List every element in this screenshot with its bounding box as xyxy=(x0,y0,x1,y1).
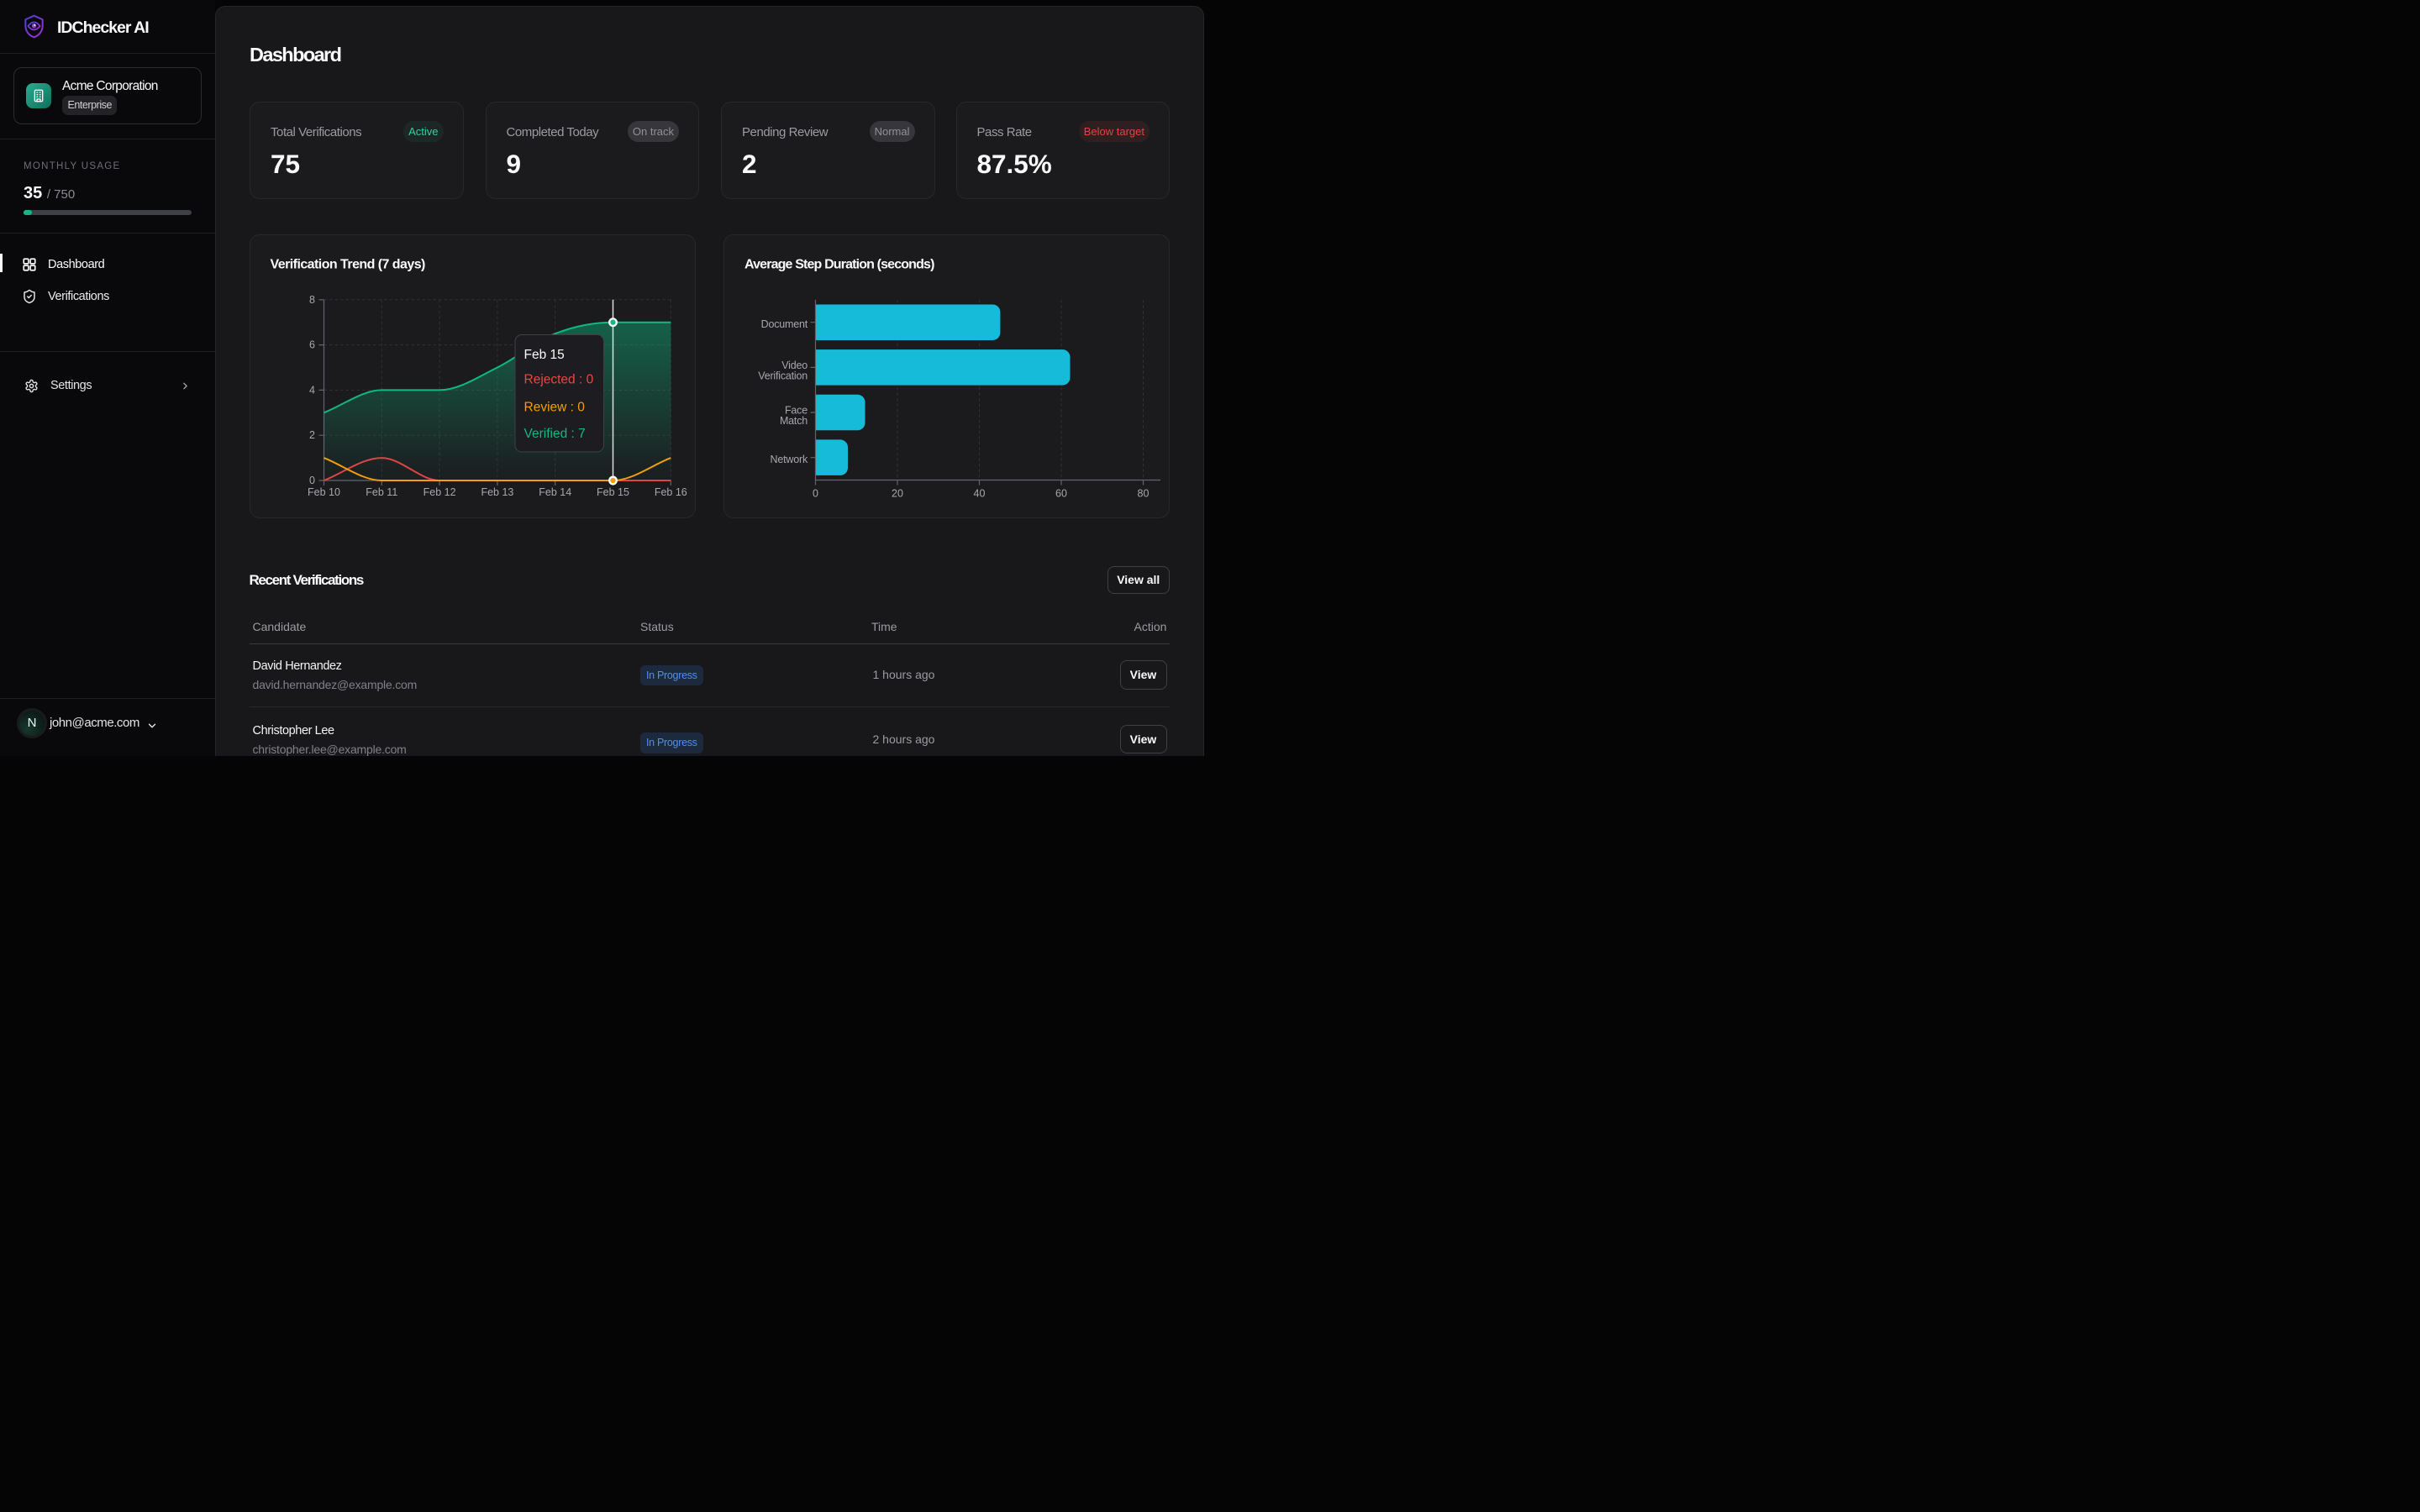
svg-text:80: 80 xyxy=(1138,487,1150,499)
svg-text:Feb 12: Feb 12 xyxy=(424,486,456,498)
svg-text:0: 0 xyxy=(813,487,818,499)
svg-text:Review : 0: Review : 0 xyxy=(524,400,586,414)
svg-text:Feb 10: Feb 10 xyxy=(308,486,340,498)
svg-text:Feb 14: Feb 14 xyxy=(539,486,571,498)
svg-text:60: 60 xyxy=(1055,487,1067,499)
svg-text:Match: Match xyxy=(780,415,808,427)
svg-text:Feb 11: Feb 11 xyxy=(366,486,397,498)
svg-text:20: 20 xyxy=(892,487,903,499)
svg-text:0: 0 xyxy=(309,475,315,486)
svg-text:40: 40 xyxy=(974,487,986,499)
svg-text:Feb 15: Feb 15 xyxy=(524,348,565,362)
svg-text:Verification: Verification xyxy=(758,370,808,381)
svg-text:Verified : 7: Verified : 7 xyxy=(524,427,586,441)
svg-text:Network: Network xyxy=(771,453,808,465)
svg-text:6: 6 xyxy=(309,339,315,350)
svg-text:Verification Trend (7 days): Verification Trend (7 days) xyxy=(271,257,426,271)
svg-text:Rejected : 0: Rejected : 0 xyxy=(524,372,594,386)
svg-text:Feb 16: Feb 16 xyxy=(655,486,687,498)
svg-text:Video: Video xyxy=(781,359,808,370)
svg-text:Feb 15: Feb 15 xyxy=(597,486,629,498)
svg-text:4: 4 xyxy=(309,384,315,396)
svg-text:Face: Face xyxy=(785,404,808,416)
svg-text:Average Step Duration (seconds: Average Step Duration (seconds) xyxy=(744,257,934,271)
svg-text:8: 8 xyxy=(309,293,315,305)
svg-text:Feb 13: Feb 13 xyxy=(481,486,513,498)
svg-text:Document: Document xyxy=(761,318,808,329)
svg-text:2: 2 xyxy=(309,429,315,441)
